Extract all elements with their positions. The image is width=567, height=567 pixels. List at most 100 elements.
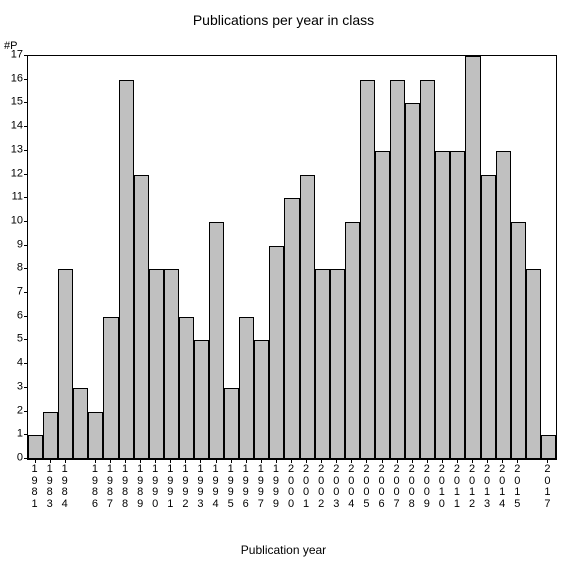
x-tick-label: 2005 (360, 464, 372, 510)
bar (43, 412, 58, 459)
x-tick-label: 2015 (511, 464, 523, 510)
bar (239, 317, 254, 459)
x-axis-label: Publication year (0, 543, 567, 557)
y-tick-label: 10 (11, 215, 23, 226)
y-tick-mark (24, 363, 27, 364)
x-tick-mark (321, 460, 322, 463)
x-tick-mark (397, 460, 398, 463)
x-tick-mark (125, 460, 126, 463)
y-tick-mark (24, 102, 27, 103)
y-tick-mark (24, 221, 27, 222)
x-tick-label: 2004 (345, 464, 357, 510)
x-tick-mark (487, 460, 488, 463)
x-tick-mark (306, 460, 307, 463)
bar (330, 269, 345, 459)
y-ticks: 01234567891011121314151617 (0, 55, 27, 460)
x-tick-mark (457, 460, 458, 463)
x-tick-mark (200, 460, 201, 463)
bars-group (28, 56, 556, 459)
bar (481, 175, 496, 459)
y-tick-label: 0 (17, 453, 23, 464)
x-tick-mark (246, 460, 247, 463)
y-tick-label: 3 (17, 381, 23, 392)
x-tick-mark (95, 460, 96, 463)
y-tick-mark (24, 268, 27, 269)
y-tick-mark (24, 316, 27, 317)
x-tick-label: 1993 (194, 464, 206, 510)
x-tick-label: 1990 (149, 464, 161, 510)
bar (390, 80, 405, 459)
y-tick-label: 8 (17, 263, 23, 274)
bar (164, 269, 179, 459)
x-tick-mark (185, 460, 186, 463)
bar (58, 269, 73, 459)
y-tick-mark (24, 458, 27, 459)
y-tick-mark (24, 174, 27, 175)
y-tick-mark (24, 411, 27, 412)
x-tick-label: 2013 (481, 464, 493, 510)
x-tick-label: 1991 (164, 464, 176, 510)
y-tick-mark (24, 245, 27, 246)
bar (420, 80, 435, 459)
x-tick-label: 1994 (210, 464, 222, 510)
x-tick-mark (231, 460, 232, 463)
x-tick-label: 2002 (315, 464, 327, 510)
x-tick-mark (35, 460, 36, 463)
y-tick-mark (24, 387, 27, 388)
y-tick-mark (24, 339, 27, 340)
y-tick-label: 4 (17, 358, 23, 369)
x-tick-mark (547, 460, 548, 463)
x-tick-label: 1988 (119, 464, 131, 510)
y-tick-label: 5 (17, 334, 23, 345)
x-tick-mark (170, 460, 171, 463)
y-tick-mark (24, 197, 27, 198)
bar (134, 175, 149, 459)
x-tick-mark (472, 460, 473, 463)
x-tick-label: 1999 (270, 464, 282, 510)
y-tick-mark (24, 126, 27, 127)
x-tick-label: 2008 (406, 464, 418, 510)
bar (435, 151, 450, 459)
x-tick-label: 1981 (29, 464, 41, 510)
y-tick-label: 12 (11, 168, 23, 179)
x-tick-mark (351, 460, 352, 463)
x-ticks: 1981198319841986198719881989199019911992… (27, 460, 557, 520)
x-tick-mark (412, 460, 413, 463)
bar (28, 435, 43, 459)
bar (450, 151, 465, 459)
x-tick-mark (291, 460, 292, 463)
bar (149, 269, 164, 459)
bar (300, 175, 315, 459)
bar (511, 222, 526, 459)
y-tick-label: 11 (12, 192, 23, 203)
bar (496, 151, 511, 459)
x-tick-label: 2012 (466, 464, 478, 510)
x-tick-label: 2006 (376, 464, 388, 510)
bar (465, 56, 480, 459)
x-tick-mark (216, 460, 217, 463)
y-tick-label: 9 (17, 239, 23, 250)
x-tick-label: 1984 (59, 464, 71, 510)
x-tick-mark (442, 460, 443, 463)
x-tick-mark (276, 460, 277, 463)
x-tick-mark (517, 460, 518, 463)
x-tick-label: 2009 (421, 464, 433, 510)
x-tick-label: 1989 (134, 464, 146, 510)
x-tick-mark (261, 460, 262, 463)
x-tick-label: 1997 (255, 464, 267, 510)
x-tick-mark (502, 460, 503, 463)
x-tick-label: 1983 (44, 464, 56, 510)
y-tick-label: 17 (11, 50, 23, 61)
bar (526, 269, 541, 459)
bar (254, 340, 269, 459)
y-tick-mark (24, 150, 27, 151)
x-tick-label: 2000 (285, 464, 297, 510)
y-tick-label: 14 (11, 121, 23, 132)
x-tick-label: 2017 (541, 464, 553, 510)
x-tick-label: 2011 (451, 464, 463, 510)
x-tick-label: 1996 (240, 464, 252, 510)
plot-area (27, 55, 557, 460)
bar (360, 80, 375, 459)
bar (315, 269, 330, 459)
y-tick-label: 6 (17, 310, 23, 321)
